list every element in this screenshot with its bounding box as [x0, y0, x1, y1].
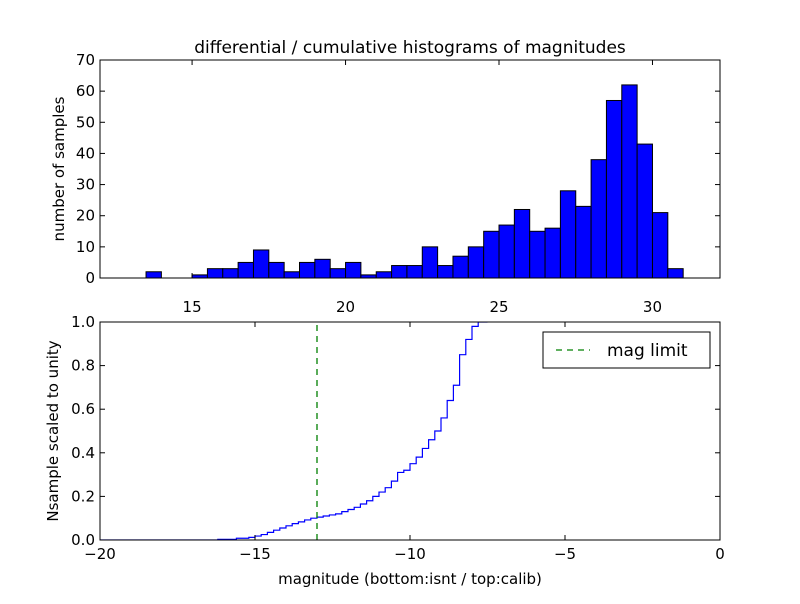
top-y-tick-label: 30	[76, 176, 95, 194]
histogram-bar	[513, 208, 531, 279]
histogram-bar	[252, 249, 270, 279]
histogram-bar	[483, 230, 500, 279]
histogram-bar	[575, 205, 592, 279]
histogram-bar	[237, 261, 254, 279]
histogram-bar	[559, 190, 577, 279]
top-y-tick-label: 40	[76, 144, 95, 162]
bottom-cumulative-plot: 0.0 0.2 0.4 0.6 0.8 1.0 −20 −15 −10 −5 0	[71, 313, 725, 563]
top-y-tick-label: 50	[76, 113, 95, 131]
bottom-x-tick-label: −20	[84, 545, 116, 563]
histogram-bar	[544, 227, 561, 279]
legend-mag-limit-label: mag limit	[607, 341, 688, 361]
legend: mag limit	[542, 331, 711, 369]
top-histogram-plot: 0 10 20 30 40 50 60 70 15 20 25 30	[76, 51, 721, 316]
histogram-bar	[375, 271, 393, 279]
histogram-bar	[314, 258, 331, 279]
histogram-bar	[498, 224, 515, 279]
histogram-bar	[391, 265, 408, 279]
top-y-tick-label: 10	[76, 238, 95, 256]
cumulative-step-line	[100, 322, 488, 540]
top-y-tick-label: 0	[85, 269, 95, 287]
histogram-bar	[467, 246, 485, 279]
bottom-y-tick-label: 0.2	[71, 487, 95, 505]
bottom-y-axis-label: Nsample scaled to unity	[44, 340, 62, 521]
bottom-x-tick-label: −15	[239, 545, 271, 563]
histogram-bar	[452, 255, 469, 279]
histogram-bar	[268, 261, 285, 279]
top-y-tick-label: 20	[76, 207, 95, 225]
histogram-bar	[590, 159, 607, 279]
histogram-bar	[636, 143, 653, 279]
top-x-tick-label: 30	[643, 298, 662, 316]
histogram-bar	[651, 212, 669, 279]
top-y-tick-label: 70	[76, 51, 95, 69]
histogram-bar	[421, 246, 439, 279]
top-x-tick-label: 25	[489, 298, 508, 316]
histogram-bar	[667, 268, 684, 279]
bottom-y-tick-label: 1.0	[71, 313, 95, 331]
histogram-bar	[222, 268, 239, 279]
histogram-bar	[206, 268, 224, 279]
bottom-x-tick-label: −10	[394, 545, 426, 563]
histogram-bar	[329, 268, 347, 279]
histogram-bar	[283, 271, 301, 279]
top-chart-title: differential / cumulative histograms of …	[194, 38, 626, 58]
histogram-bar	[621, 84, 638, 279]
histogram-bar	[529, 230, 546, 279]
histogram-bar	[299, 261, 316, 279]
bottom-x-tick-label: −5	[554, 545, 576, 563]
top-plot-frame	[99, 59, 721, 279]
histogram-bar	[605, 99, 623, 279]
bottom-y-tick-label: 0.0	[71, 531, 95, 549]
histogram-bar	[345, 261, 362, 279]
bottom-y-tick-label: 0.6	[71, 400, 95, 418]
bottom-x-tick-label: 0	[715, 545, 725, 563]
top-y-axis-label: number of samples	[50, 96, 68, 241]
bottom-x-axis-label: magnitude (bottom:isnt / top:calib)	[278, 570, 542, 588]
bottom-plot-area	[100, 322, 488, 540]
histogram-bar	[406, 265, 423, 279]
top-x-tick-label: 20	[336, 298, 355, 316]
top-y-tick-label: 60	[76, 82, 95, 100]
top-x-tick-label: 15	[183, 298, 202, 316]
bottom-y-tick-label: 0.8	[71, 357, 95, 375]
histogram-bar	[437, 265, 454, 279]
bottom-y-tick-label: 0.4	[71, 444, 95, 462]
histogram-bar	[145, 271, 162, 279]
